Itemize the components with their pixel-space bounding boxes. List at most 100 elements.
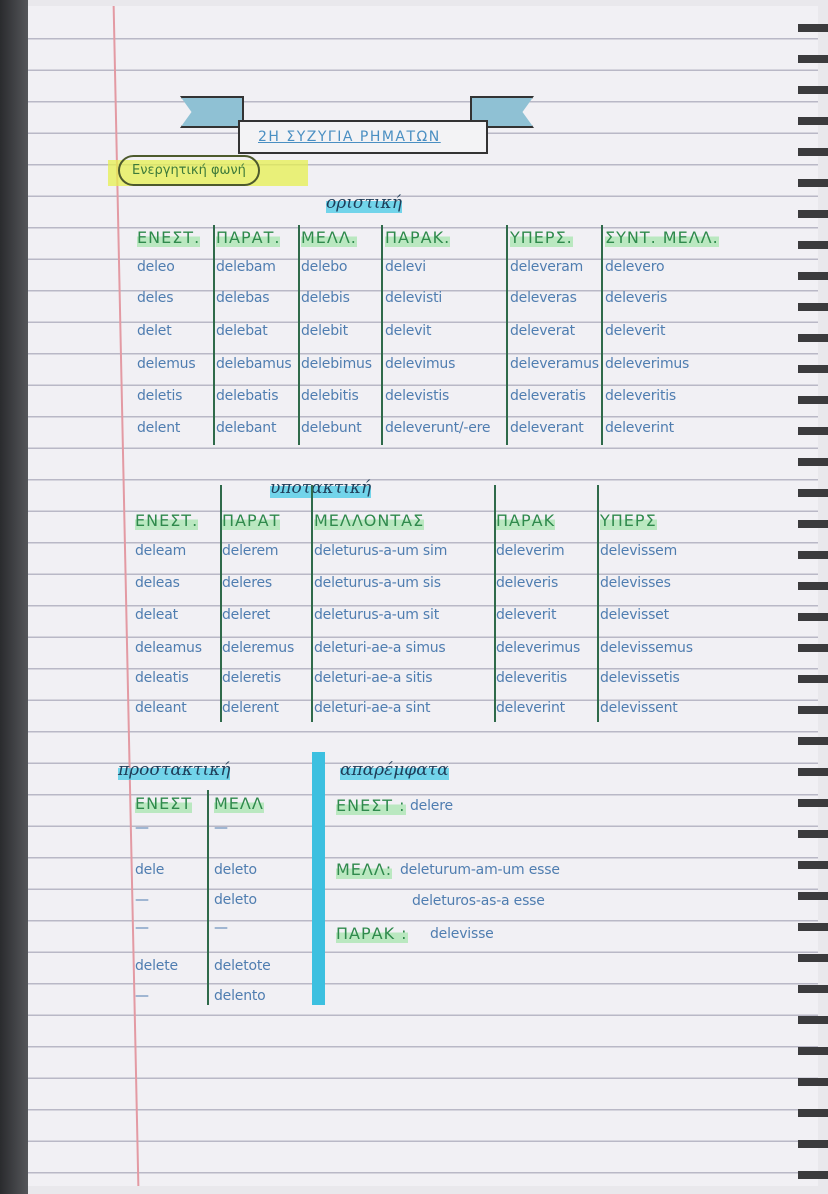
table-cell: deleto — [214, 892, 257, 908]
table-cell: delebat — [216, 323, 268, 339]
table-cell: delete — [135, 958, 178, 974]
table-cell: deleverit — [496, 607, 557, 623]
table-cell: delebitis — [301, 388, 359, 404]
table-cell: delento — [214, 988, 266, 1004]
table-cell: deles — [137, 290, 174, 306]
table-cell: delevisses — [600, 575, 671, 591]
table-cell: deleveritis — [605, 388, 677, 404]
infinitive-value: deleturum-am-um esse — [400, 862, 560, 878]
column-header: ΕΝΕΣΤ. — [137, 228, 201, 247]
table-cell: delemus — [137, 356, 196, 372]
table-cell: delevissent — [600, 700, 678, 716]
table-cell: — — [135, 988, 149, 1004]
table-cell: deleverimus — [605, 356, 690, 372]
indicative-heading: οριστική — [326, 193, 402, 213]
column-header: ΠΑΡΑΤ. — [216, 228, 281, 247]
column-header: ΕΝΕΣΤ — [135, 794, 193, 813]
infinitives-heading: απαρέμφατα — [340, 760, 449, 780]
table-cell: delebam — [216, 259, 276, 275]
column-divider — [213, 225, 215, 445]
column-divider — [311, 485, 313, 722]
table-cell: deleveras — [510, 290, 577, 306]
table-cell: delent — [137, 420, 181, 436]
column-header: ΥΠΕΡΣ. — [510, 228, 573, 247]
table-cell: delebas — [216, 290, 270, 306]
table-cell: deleatis — [135, 670, 189, 686]
table-cell: delevit — [385, 323, 432, 339]
table-cell: — — [135, 920, 149, 936]
column-header: ΥΠΕΡΣ — [600, 511, 657, 530]
voice-label: Ενεργητική φωνή — [118, 155, 260, 186]
notebook-edge — [0, 0, 28, 1194]
table-cell: delerem — [222, 543, 279, 559]
table-cell: delet — [137, 323, 172, 339]
column-divider — [494, 485, 496, 722]
subjunctive-heading: υποτακτική — [270, 478, 372, 498]
table-cell: dele — [135, 862, 165, 878]
table-cell: deleturus-a-um sit — [314, 607, 440, 623]
table-cell: deleam — [135, 543, 187, 559]
table-cell: deleant — [135, 700, 187, 716]
column-header: ΜΕΛΛ. — [301, 228, 357, 247]
table-cell: delebunt — [301, 420, 362, 436]
table-cell: delebamus — [216, 356, 292, 372]
table-cell: deletote — [214, 958, 271, 974]
table-cell: — — [135, 820, 149, 836]
table-cell: deletis — [137, 388, 183, 404]
table-cell: deleveris — [496, 575, 559, 591]
infinitive-value: delere — [410, 798, 453, 814]
infinitive-value: deleturos-as-a esse — [412, 893, 545, 909]
table-cell: delevero — [605, 259, 665, 275]
table-cell: — — [135, 892, 149, 908]
notebook-page — [28, 6, 818, 1186]
table-cell: deleas — [135, 575, 180, 591]
table-cell: deleverat — [510, 323, 575, 339]
infinitive-value: delevisse — [430, 926, 494, 942]
table-cell: deleturi-ae-a sint — [314, 700, 431, 716]
table-cell: deleto — [214, 862, 257, 878]
column-header: ΣΥΝΤ. ΜΕΛΛ. — [605, 228, 719, 247]
table-cell: delevissetis — [600, 670, 680, 686]
table-cell: delevi — [385, 259, 426, 275]
column-header: ΜΕΛΛ — [214, 794, 264, 813]
table-cell: delevissemus — [600, 640, 693, 656]
table-cell: deleres — [222, 575, 272, 591]
table-cell: deleverit — [605, 323, 666, 339]
table-cell: delevisset — [600, 607, 669, 623]
table-cell: delebis — [301, 290, 350, 306]
table-cell: deleverimus — [496, 640, 581, 656]
infinitive-label: ΠΑΡΑΚ : — [336, 924, 408, 943]
table-cell: deleveris — [605, 290, 668, 306]
table-cell: delevistis — [385, 388, 450, 404]
column-header: ΠΑΡΑΚ — [496, 511, 556, 530]
table-cell: deleveramus — [510, 356, 599, 372]
table-cell: deleret — [222, 607, 271, 623]
table-cell: deleturi-ae-a simus — [314, 640, 446, 656]
column-header: ΕΝΕΣΤ. — [135, 511, 199, 530]
table-cell: delerent — [222, 700, 279, 716]
column-divider — [220, 485, 222, 722]
column-header: ΠΑΡΑΚ. — [385, 228, 451, 247]
table-cell: deleverint — [605, 420, 674, 436]
page-title: 2Η ΣΥΖΥΓΙΑ ΡΗΜΑΤΩΝ — [258, 129, 441, 145]
column-divider — [601, 225, 603, 445]
table-cell: deleturus-a-um sim — [314, 543, 448, 559]
table-cell: deleverunt/-ere — [385, 420, 491, 436]
table-cell: deleat — [135, 607, 178, 623]
table-cell: deleverint — [496, 700, 565, 716]
table-cell: deleveram — [510, 259, 584, 275]
title-banner: 2Η ΣΥΖΥΓΙΑ ΡΗΜΑΤΩΝ — [238, 120, 488, 154]
table-cell: delevissem — [600, 543, 678, 559]
table-cell: deleamus — [135, 640, 202, 656]
table-cell: delebant — [216, 420, 277, 436]
table-cell: delebo — [301, 259, 348, 275]
table-cell: deleo — [137, 259, 175, 275]
imperative-heading: προστακτική — [118, 760, 231, 780]
table-cell: — — [214, 820, 228, 836]
divider-bar — [312, 752, 325, 1005]
infinitive-label: ΕΝΕΣΤ : — [336, 796, 406, 815]
table-cell: deleveritis — [496, 670, 568, 686]
column-divider — [381, 225, 383, 445]
table-cell: delebit — [301, 323, 348, 339]
table-cell: deleveratis — [510, 388, 586, 404]
